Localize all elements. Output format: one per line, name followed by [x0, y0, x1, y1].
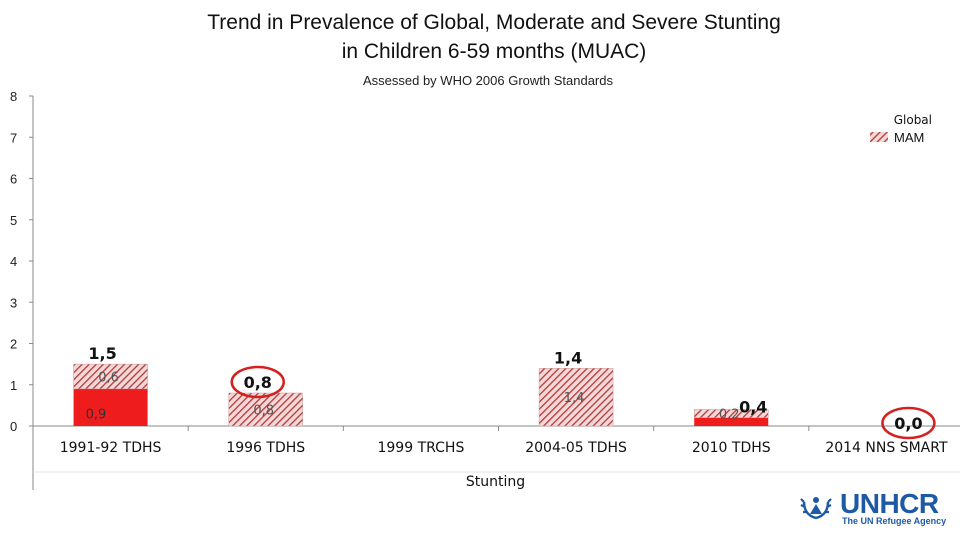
- mam-value-label: 0,8: [253, 404, 274, 419]
- y-tick-label: 7: [10, 130, 17, 145]
- legend: Global MAM: [870, 113, 932, 145]
- total-value-label: 0,4: [739, 398, 767, 417]
- total-value-label: 1,4: [554, 348, 582, 367]
- unhcr-emblem-icon: [800, 497, 832, 520]
- y-tick-label: 5: [10, 213, 17, 228]
- total-value-label: 0,8: [244, 373, 272, 392]
- y-tick-label: 2: [10, 337, 17, 352]
- x-tick-label: 1996 TDHS: [226, 440, 305, 456]
- chart-title-line-1: Trend in Prevalence of Global, Moderate …: [207, 11, 781, 34]
- bar-mam: [73, 363, 148, 390]
- bar-sam: [694, 417, 769, 426]
- chart-subtitle: Assessed by WHO 2006 Growth Standards: [0, 73, 960, 88]
- mam-value-label: 1,4: [564, 391, 585, 406]
- data-labels: 0,9 0,6 1,5 0,8 0,8 1,4 1,4 0,2 0,4 0,0: [86, 344, 936, 440]
- y-tick-label: 3: [10, 295, 17, 310]
- total-value-label: 1,5: [88, 344, 116, 363]
- x-tick-label: 1999 TRCHS: [377, 440, 464, 456]
- highlight-circle: [230, 365, 285, 399]
- highlight-circle: [881, 406, 936, 440]
- logo-tagline: The UN Refugee Agency: [842, 516, 947, 526]
- chart-title-line-2: in Children 6-59 months (MUAC): [341, 40, 647, 63]
- chart-title: Trend in Prevalence of Global, Moderate …: [0, 8, 960, 66]
- bar-mam: [694, 409, 769, 418]
- x-tick-label: 1991-92 TDHS: [60, 440, 162, 456]
- y-tick-label: 1: [10, 378, 17, 393]
- x-tick-label: 2010 TDHS: [692, 440, 771, 456]
- x-axis-label: Stunting: [466, 474, 525, 490]
- chart-subtitle-text: Assessed by WHO 2006 Growth Standards: [362, 73, 613, 88]
- bar-mam: [538, 368, 614, 427]
- unhcr-logo: UNHCR The UN Refugee Agency: [796, 486, 946, 530]
- axes: 0 1 2 3 4 5 6 7 8 1991-92 TDHS 1996 TDHS 1999 TRCHS…: [10, 89, 960, 490]
- legend-swatch-mam: [870, 132, 888, 142]
- logo-wordmark: UNHCR: [840, 488, 939, 519]
- bar-mam: [228, 392, 303, 427]
- bars: [73, 363, 769, 427]
- y-tick-label: 0: [10, 419, 17, 434]
- legend-title: Global: [894, 113, 932, 127]
- y-tick-label: 6: [10, 172, 17, 187]
- mam-value-label: 0,2: [719, 408, 740, 423]
- bar-sam: [73, 388, 148, 426]
- legend-label-mam: MAM: [894, 130, 924, 145]
- sam-value-label: 0,9: [86, 407, 107, 422]
- mam-value-label: 0,6: [98, 371, 119, 386]
- y-tick-label: 8: [10, 89, 17, 104]
- x-tick-label: 2004-05 TDHS: [525, 440, 627, 456]
- y-tick-label: 4: [10, 254, 17, 269]
- x-tick-label: 2014 NNS SMART: [825, 440, 948, 456]
- total-value-label: 0,0: [894, 414, 922, 433]
